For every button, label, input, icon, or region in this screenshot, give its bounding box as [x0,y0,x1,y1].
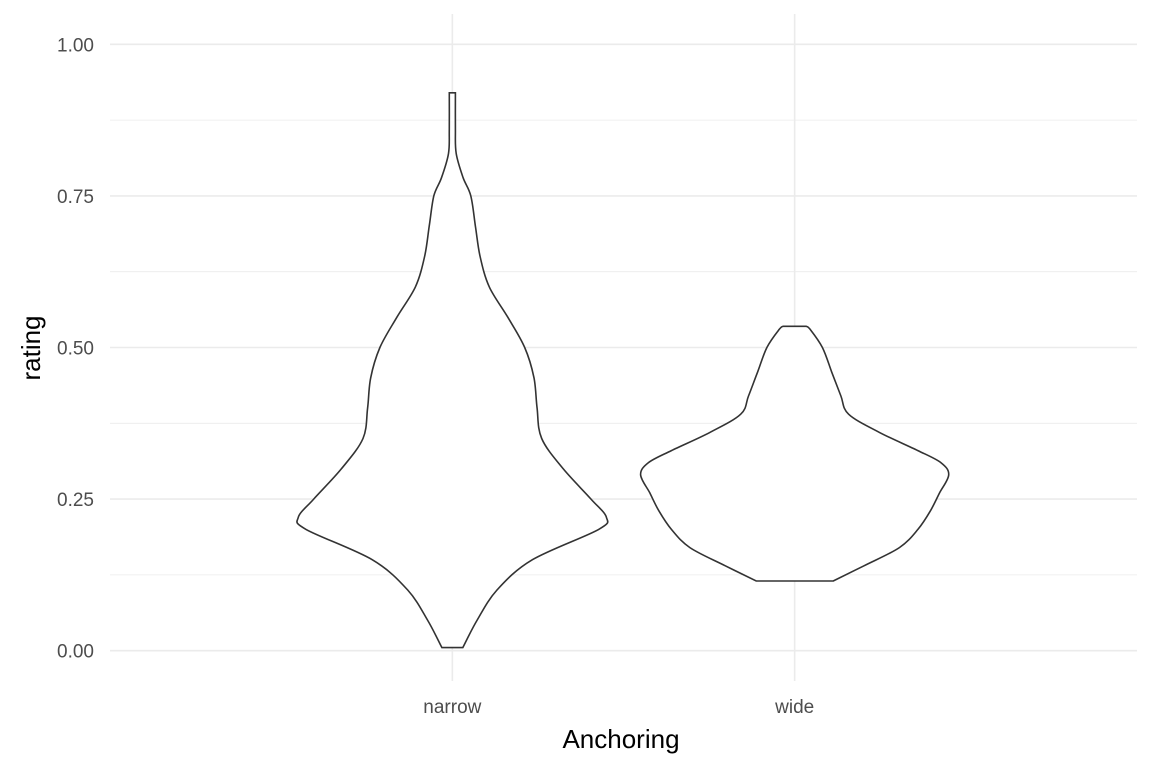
violins [296,92,950,649]
x-tick-label: wide [774,697,814,718]
y-tick-label: 0.25 [57,490,94,511]
x-tick-label: narrow [423,697,481,718]
violin-narrow [296,92,609,649]
y-tick-label: 0.00 [57,642,94,663]
x-axis-title: Anchoring [562,724,679,754]
violin-wide [639,325,950,582]
y-tick-label: 0.50 [57,339,94,360]
y-tick-label: 0.75 [57,187,94,208]
y-tick-label: 1.00 [57,35,94,56]
x-axis: narrow wide [423,697,814,718]
grid [110,14,1137,681]
y-axis-title: rating [16,315,46,380]
y-axis: 0.00 0.25 0.50 0.75 1.00 [57,35,94,662]
